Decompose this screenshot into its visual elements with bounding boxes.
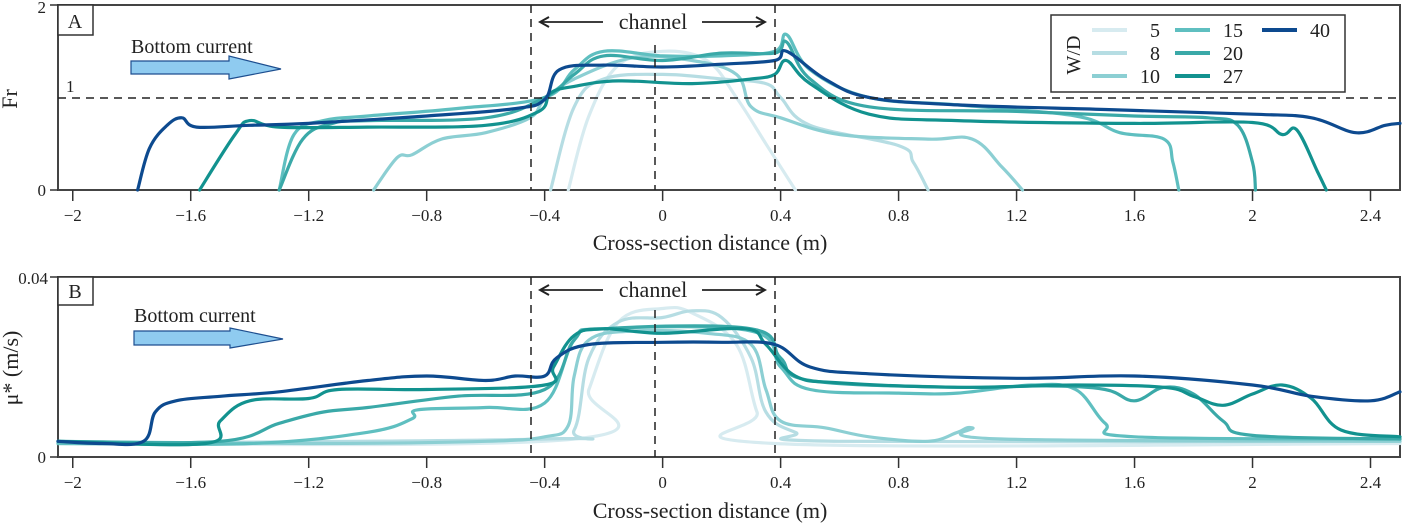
x-tick-label: 2.4 [1360, 473, 1382, 492]
x-tick-label: 0 [658, 473, 667, 492]
x-tick-label: 0.8 [888, 473, 909, 492]
x-axis-title: Cross-section distance (m) [593, 498, 828, 523]
x-tick-label: 0.4 [770, 473, 792, 492]
channel-label: channel [619, 277, 687, 302]
x-tick-label: −1.6 [175, 473, 206, 492]
legend-label-wd-20: 20 [1223, 43, 1243, 65]
x-tick-label: 0.8 [888, 206, 909, 225]
bottom-current-label: Bottom current [134, 305, 256, 327]
x-tick-label: −0.8 [411, 473, 442, 492]
x-tick-label: 2.4 [1360, 206, 1382, 225]
series-line-wd-27 [56, 326, 1402, 447]
x-axis-ticks: −2 −1.6 −1.2 −0.8 −0.4 0 0.4 0.8 1.2 1.6 2 2.4 [64, 190, 1382, 225]
x-tick-label: 2 [1248, 473, 1257, 492]
x-tick-label: 1.2 [1006, 206, 1027, 225]
legend-label-wd-40: 40 [1310, 20, 1330, 42]
y-tick-label: 0 [38, 448, 47, 467]
series-line-wd-8 [56, 309, 1402, 446]
panel-label-box [57, 276, 94, 306]
panel-label-box [57, 4, 94, 36]
x-tick-label: −0.4 [529, 206, 560, 225]
series-line-wd-20 [277, 39, 1258, 192]
x-tick-label: −1.2 [293, 206, 324, 225]
y-tick-label: 0.04 [18, 269, 48, 288]
y-axis-title: μ* (m/s) [0, 331, 23, 406]
legend-title: W/D [1063, 36, 1085, 75]
channel-label: channel [619, 9, 687, 34]
x-tick-label: −0.4 [529, 473, 560, 492]
x-axis-ticks: −2 −1.6 −1.2 −0.8 −0.4 0 0.4 0.8 1.2 1.6 2 2.4 [64, 457, 1382, 492]
legend-label-wd-27: 27 [1223, 66, 1243, 88]
x-tick-label: 0.4 [770, 206, 792, 225]
panel-label: A [68, 11, 83, 33]
series-line-wd-40 [56, 340, 1402, 447]
panel-label: B [68, 281, 81, 303]
bottom-current-arrow-icon [133, 327, 284, 349]
series-line-wd-40 [136, 49, 1402, 192]
y-axis-title: Fr [0, 89, 22, 109]
x-tick-label: 2 [1248, 206, 1257, 225]
series-layer [136, 32, 1402, 192]
series-line-wd-20 [56, 324, 1402, 445]
y-tick-label: 0 [38, 181, 47, 200]
panel-b: channel B Bottom current −2 −1.6 −1.2 −0.8−… [0, 269, 1402, 523]
series-line-wd-5 [566, 49, 797, 192]
x-tick-label: −1.6 [175, 206, 206, 225]
x-tick-label: −2 [64, 473, 82, 492]
x-axis-title: Cross-section distance (m) [593, 230, 828, 255]
legend-label-wd-5: 5 [1150, 20, 1160, 42]
bottom-current-label: Bottom current [131, 36, 253, 58]
x-tick-label: −1.2 [293, 473, 324, 492]
x-tick-label: 1.6 [1124, 473, 1145, 492]
series-layer [56, 305, 1402, 448]
series-line-wd-8 [549, 72, 930, 192]
legend-label-wd-15: 15 [1223, 20, 1243, 42]
series-line-wd-10 [56, 328, 1402, 446]
y-tick-label: 2 [38, 0, 47, 17]
plot-frame [57, 276, 1401, 458]
x-tick-label: −0.8 [411, 206, 442, 225]
x-tick-label: 1.6 [1124, 206, 1145, 225]
bottom-current-arrow-icon [130, 55, 282, 80]
panel-a: 1 channel A Bottom current −2 −1.6 −1.2 −0.… [0, 0, 1402, 255]
reference-line-label: 1 [66, 77, 75, 96]
x-tick-label: 1.2 [1006, 473, 1027, 492]
x-tick-label: −2 [64, 206, 82, 225]
series-line-wd-27 [198, 58, 1328, 192]
legend-label-wd-8: 8 [1150, 43, 1160, 65]
legend-label-wd-10: 10 [1140, 66, 1160, 88]
x-tick-label: 0 [658, 206, 667, 225]
